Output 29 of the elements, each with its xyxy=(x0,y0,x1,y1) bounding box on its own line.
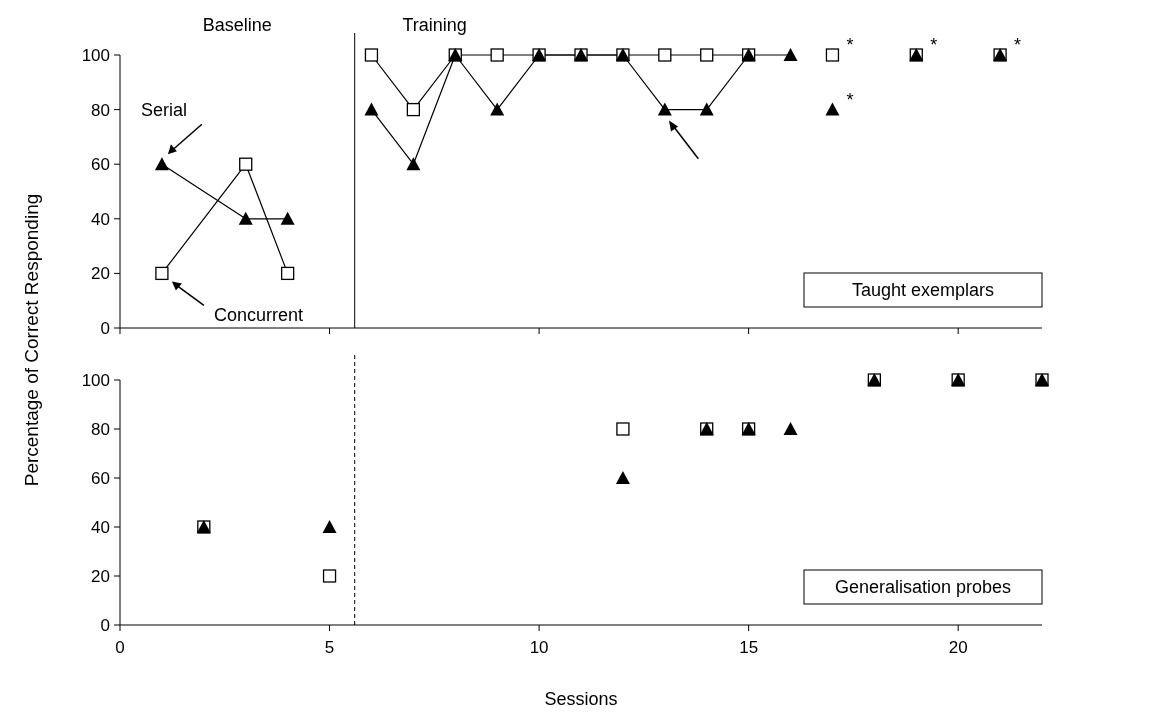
text: Serial xyxy=(140,100,187,121)
x-axis-title: Sessions xyxy=(544,689,618,709)
y-tick-label: 60 xyxy=(91,155,110,175)
text: Baseline xyxy=(202,15,272,35)
y-tick-label: 40 xyxy=(91,209,110,229)
annotation: * xyxy=(1014,35,1022,55)
y-tick-label: 100 xyxy=(81,46,110,65)
x-tick-label: 0 xyxy=(115,638,125,657)
annotation: * xyxy=(846,35,854,55)
y-tick-label: 0 xyxy=(100,616,110,635)
y-tick-label: 20 xyxy=(91,264,110,284)
x-tick-label: 20 xyxy=(948,638,968,657)
y-tick-label: 40 xyxy=(91,518,110,537)
annotation: * xyxy=(846,89,854,110)
y-tick-label: 20 xyxy=(91,567,110,586)
text: Generalisation probes xyxy=(834,577,1012,597)
y-tick-label: 80 xyxy=(91,100,110,120)
y-tick-label: 0 xyxy=(100,319,110,338)
annotation: * xyxy=(930,35,938,55)
text: Training xyxy=(402,15,467,35)
y-axis-title: Percentage of Correct Responding xyxy=(21,193,42,487)
y-tick-label: 60 xyxy=(91,469,110,488)
y-tick-label: 100 xyxy=(81,371,110,390)
x-tick-label: 15 xyxy=(739,638,759,657)
y-tick-label: 80 xyxy=(91,420,110,439)
x-tick-label: 5 xyxy=(324,638,335,657)
series-label: Concurrent xyxy=(213,305,303,326)
text: Taught exemplars xyxy=(851,280,995,300)
x-tick-label: 10 xyxy=(529,638,549,657)
